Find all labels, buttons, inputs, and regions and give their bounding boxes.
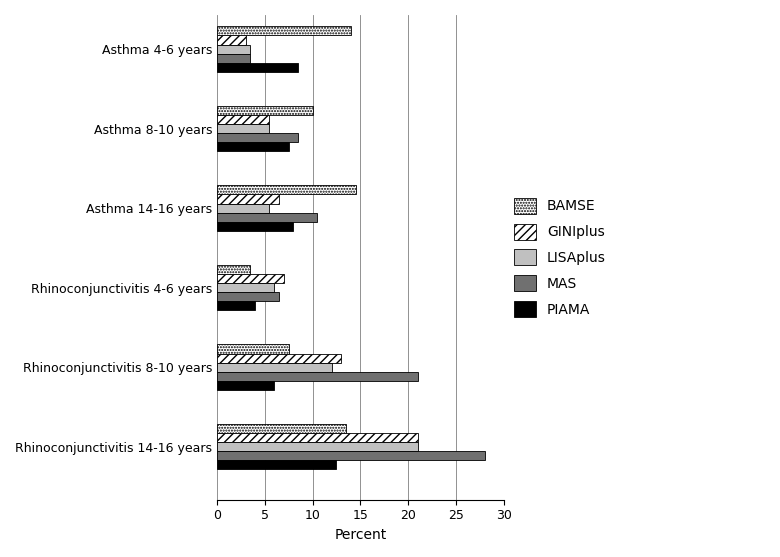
Bar xyxy=(217,133,298,142)
Bar xyxy=(217,283,275,292)
Bar xyxy=(217,433,418,442)
Bar xyxy=(217,265,250,274)
Bar xyxy=(217,381,275,390)
Bar xyxy=(217,36,246,45)
Bar xyxy=(217,372,418,381)
Bar xyxy=(217,185,356,194)
Bar xyxy=(217,26,351,36)
Bar xyxy=(217,213,317,222)
Bar xyxy=(217,142,289,152)
Legend: BAMSE, GINIplus, LISAplus, MAS, PIAMA: BAMSE, GINIplus, LISAplus, MAS, PIAMA xyxy=(513,198,606,317)
Bar xyxy=(217,344,289,354)
Bar xyxy=(217,442,418,451)
Bar xyxy=(217,222,293,231)
Bar xyxy=(217,363,332,372)
Bar xyxy=(217,45,250,53)
Bar xyxy=(217,124,269,133)
Bar xyxy=(217,63,298,72)
Bar xyxy=(217,194,279,204)
Bar xyxy=(217,424,346,433)
X-axis label: Percent: Percent xyxy=(334,528,386,542)
Bar xyxy=(217,204,269,213)
Bar xyxy=(217,301,255,310)
Bar xyxy=(217,53,250,63)
Bar xyxy=(217,451,484,460)
Bar xyxy=(217,354,341,363)
Bar xyxy=(217,292,279,301)
Bar xyxy=(217,115,269,124)
Bar xyxy=(217,460,336,470)
Bar xyxy=(217,106,313,115)
Bar xyxy=(217,274,284,283)
